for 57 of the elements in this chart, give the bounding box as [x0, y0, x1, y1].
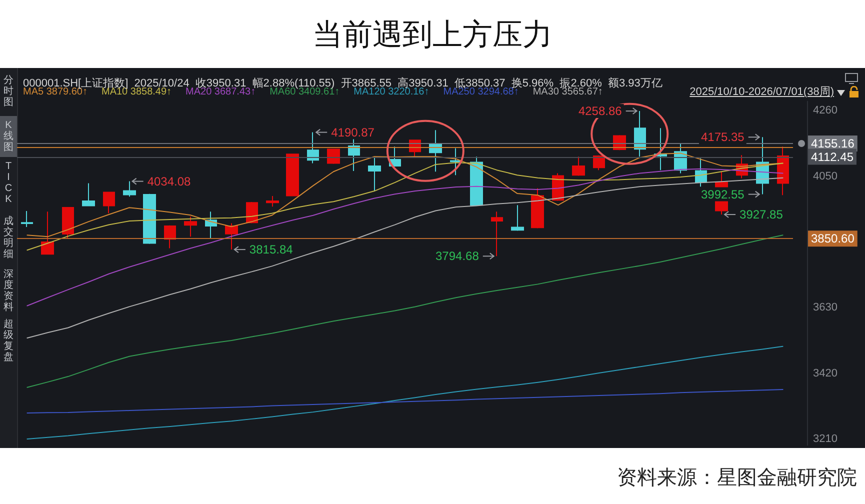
- line-series: [26, 234, 784, 388]
- candlestick: [82, 182, 95, 207]
- y-tick-label: 3630: [813, 302, 838, 314]
- candlestick: [21, 210, 33, 228]
- candlestick: [62, 207, 74, 240]
- selected-tab: K线图: [0, 116, 17, 157]
- annotation: 4190.87: [331, 125, 375, 140]
- annotation: 4258.86: [578, 104, 622, 118]
- candlestick: [327, 148, 340, 164]
- line-series: [26, 346, 784, 440]
- y-tick-label: 4050: [813, 170, 838, 182]
- candlestick: [41, 211, 54, 255]
- candlestick: [246, 201, 258, 224]
- annotation: 3927.85: [740, 208, 784, 222]
- candlestick: [572, 156, 585, 176]
- annotation: 3992.55: [700, 187, 745, 202]
- text: MA120 3220.16↑: [354, 86, 430, 98]
- text: MA10 3858.49↑: [101, 86, 172, 98]
- candlestick: [164, 224, 176, 249]
- line-series: [26, 168, 784, 306]
- candlestick: [368, 156, 381, 192]
- annotation: 4034.08: [147, 174, 192, 188]
- candlestick: [450, 148, 462, 176]
- candlestick: [143, 193, 156, 244]
- text: 成交明细: [2, 216, 14, 260]
- candlestick: [348, 138, 360, 172]
- annotation: 4175.35: [700, 130, 745, 144]
- annotation: 3815.84: [249, 242, 294, 257]
- line-series: [26, 389, 784, 414]
- line-series: [26, 177, 784, 338]
- text: 资料来源：星图金融研究院: [617, 465, 857, 489]
- candlestick: [184, 216, 197, 238]
- candlestick: [511, 204, 524, 232]
- y-tick-label: 4260: [813, 104, 838, 117]
- ref-line-label: 4112.45: [811, 150, 854, 164]
- candlestick: [286, 153, 299, 197]
- text: 超级复盘: [2, 319, 14, 363]
- y-tick-label: 3420: [813, 367, 838, 380]
- candlestick: [103, 191, 115, 214]
- chart-title: 当前遇到上方压力: [312, 18, 552, 52]
- candlestick: [531, 188, 544, 229]
- text: MA30 3565.67↑: [532, 86, 603, 98]
- line-series: [26, 152, 784, 238]
- text: MA5 3879.60↑: [23, 86, 88, 98]
- candlestick: [429, 130, 442, 172]
- text: 分时图: [2, 75, 14, 108]
- text: 2025/10/10-2026/07/01(38周): [690, 86, 834, 99]
- y-tick-label: 3210: [813, 432, 838, 445]
- candlestick: [266, 196, 279, 208]
- annotation: 3794.68: [436, 249, 480, 264]
- text: 深度资料: [2, 269, 14, 313]
- candlestick: [470, 156, 483, 206]
- text: MA20 3687.43↑: [186, 86, 256, 98]
- ref-line-label: 3850.60: [811, 232, 855, 246]
- ref-line-label: 4155.16: [811, 136, 855, 150]
- text: TICK: [4, 161, 14, 205]
- text: MA250 3294.68↑: [443, 86, 519, 98]
